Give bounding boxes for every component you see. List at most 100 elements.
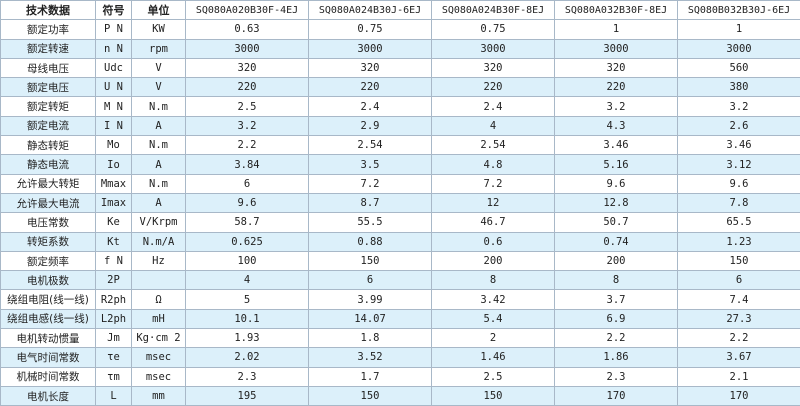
unit: V — [131, 57, 186, 79]
parameter-name: 电机极数 — [0, 270, 96, 291]
value-cell: 2.02 — [185, 347, 309, 368]
value-cell: 6 — [677, 270, 800, 291]
table-row: 电机转动惯量 Jm Kg·cm 2 1.93 1.8 2 2.2 2.2 — [0, 328, 800, 349]
value-cell: 320 — [554, 57, 678, 79]
value-cell: 3000 — [308, 38, 432, 59]
column-header: 技术数据 — [0, 0, 96, 21]
value-cell: 220 — [431, 77, 555, 98]
value-cell: 3.42 — [431, 289, 555, 310]
value-cell: 2.2 — [677, 328, 800, 349]
value-cell: 2.2 — [554, 328, 678, 349]
value-cell: 2.5 — [185, 96, 309, 117]
parameter-name: 电压常数 — [0, 212, 96, 233]
parameter-name: 绕组电阻(线一线) — [0, 289, 96, 310]
unit: rpm — [131, 38, 186, 59]
table-row: 绕组电阻(线一线) R2ph Ω 5 3.99 3.42 3.7 7.4 — [0, 289, 800, 310]
value-cell: 3.7 — [554, 289, 678, 310]
value-cell: 0.74 — [554, 231, 678, 252]
parameter-name: 母线电压 — [0, 57, 96, 79]
parameter-name: 额定频率 — [0, 250, 96, 272]
symbol: L2ph — [95, 308, 132, 330]
value-cell: 4 — [431, 115, 555, 137]
value-cell: 100 — [185, 250, 309, 272]
value-cell: 2.3 — [185, 366, 309, 387]
value-cell: 5.16 — [554, 154, 678, 175]
value-cell: 220 — [554, 77, 678, 98]
symbol: Mmax — [95, 173, 132, 194]
value-cell: 320 — [431, 57, 555, 79]
table-row: 静态电流 Io A 3.84 3.5 4.8 5.16 3.12 — [0, 154, 800, 175]
value-cell: 27.3 — [677, 308, 800, 330]
symbol: n N — [95, 38, 132, 59]
table-row: 电压常数 Ke V/Krpm 58.7 55.5 46.7 50.7 65.5 — [0, 212, 800, 233]
symbol: τe — [95, 347, 132, 368]
unit: mH — [131, 308, 186, 330]
parameter-name: 允许最大电流 — [0, 192, 96, 214]
value-cell: 0.88 — [308, 231, 432, 252]
model-header: SQ080A024B30J-6EJ — [308, 0, 432, 21]
value-cell: 3.46 — [677, 135, 800, 156]
table-row: 静态转矩 Mo N.m 2.2 2.54 2.54 3.46 3.46 — [0, 135, 800, 156]
value-cell: 3.52 — [308, 347, 432, 368]
value-cell: 170 — [554, 385, 678, 406]
value-cell: 65.5 — [677, 212, 800, 233]
table-row: 额定电压 U N V 220 220 220 220 380 — [0, 77, 800, 98]
parameter-name: 额定转速 — [0, 38, 96, 59]
value-cell: 2.1 — [677, 366, 800, 387]
column-header: 单位 — [131, 0, 186, 21]
parameter-name: 额定功率 — [0, 19, 96, 40]
unit: Hz — [131, 250, 186, 272]
value-cell: 150 — [677, 250, 800, 272]
value-cell: 2.5 — [431, 366, 555, 387]
table-row: 母线电压 Udc V 320 320 320 320 560 — [0, 57, 800, 79]
table-row: 允许最大转矩 Mmax N.m 6 7.2 7.2 9.6 9.6 — [0, 173, 800, 194]
value-cell: 3.5 — [308, 154, 432, 175]
symbol: Imax — [95, 192, 132, 214]
value-cell: 9.6 — [677, 173, 800, 194]
value-cell: 4 — [185, 270, 309, 291]
value-cell: 1.7 — [308, 366, 432, 387]
value-cell: 170 — [677, 385, 800, 406]
header-row: 技术数据 符号 单位 SQ080A020B30F-4EJ SQ080A024B30J-6… — [0, 0, 800, 21]
unit: N.m — [131, 135, 186, 156]
value-cell: 3000 — [554, 38, 678, 59]
model-header: SQ080A024B30F-8EJ — [431, 0, 555, 21]
unit: Ω — [131, 289, 186, 310]
value-cell: 1.93 — [185, 328, 309, 349]
value-cell: 320 — [308, 57, 432, 79]
model-header: SQ080A032B30F-8EJ — [554, 0, 678, 21]
value-cell: 4.8 — [431, 154, 555, 175]
value-cell: 220 — [185, 77, 309, 98]
unit: N.m — [131, 96, 186, 117]
symbol: Kt — [95, 231, 132, 252]
unit: N.m/A — [131, 231, 186, 252]
value-cell: 8.7 — [308, 192, 432, 214]
symbol: Mo — [95, 135, 132, 156]
value-cell: 5.4 — [431, 308, 555, 330]
symbol: 2P — [95, 270, 132, 291]
value-cell: 220 — [308, 77, 432, 98]
value-cell: 1.23 — [677, 231, 800, 252]
value-cell: 3.46 — [554, 135, 678, 156]
value-cell: 200 — [431, 250, 555, 272]
value-cell: 195 — [185, 385, 309, 406]
value-cell: 3.12 — [677, 154, 800, 175]
value-cell: 1 — [554, 19, 678, 40]
value-cell: 2.6 — [677, 115, 800, 137]
table-row: 机械时间常数 τm msec 2.3 1.7 2.5 2.3 2.1 — [0, 366, 800, 387]
parameter-name: 电机长度 — [0, 385, 96, 406]
value-cell: 0.63 — [185, 19, 309, 40]
value-cell: 3.84 — [185, 154, 309, 175]
value-cell: 6 — [185, 173, 309, 194]
value-cell: 7.2 — [308, 173, 432, 194]
parameter-name: 绕组电感(线一线) — [0, 308, 96, 330]
table-row: 额定功率 P N KW 0.63 0.75 0.75 1 1 — [0, 19, 800, 40]
parameter-name: 电机转动惯量 — [0, 328, 96, 349]
value-cell: 150 — [431, 385, 555, 406]
value-cell: 3.2 — [554, 96, 678, 117]
value-cell: 9.6 — [554, 173, 678, 194]
value-cell: 3.99 — [308, 289, 432, 310]
